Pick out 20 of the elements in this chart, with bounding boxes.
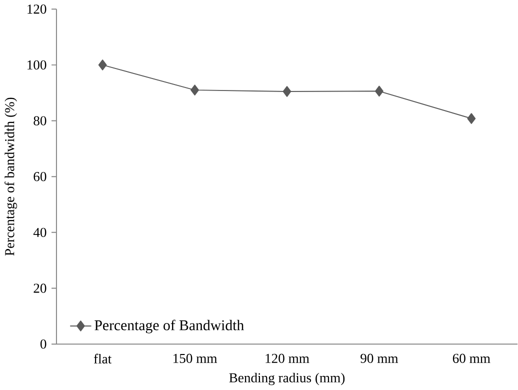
y-tick-label: 100 <box>28 60 46 70</box>
x-tick-label: 60 mm <box>452 354 490 364</box>
x-tick-label: 120 mm <box>266 354 310 364</box>
legend-label: Percentage of Bandwidth <box>94 320 244 334</box>
point <box>98 60 107 71</box>
y-tick-label: 40 <box>33 228 46 238</box>
y-axis-title: Percentage of bandwidth (%) <box>4 98 18 256</box>
point <box>190 84 199 96</box>
y-tick-label: 20 <box>34 284 46 293</box>
y-tick-label: 120 <box>28 4 46 14</box>
y-tick-label: 60 <box>34 172 46 182</box>
x-tick-label: flat <box>94 354 112 364</box>
x-tick-label: 150 mm <box>174 354 218 364</box>
point <box>467 113 476 124</box>
point <box>374 86 384 97</box>
y-tick-label: 80 <box>34 116 46 126</box>
x-tick-label: 90 mm <box>360 354 398 364</box>
x-axis-title: Bending radius (mm) <box>229 372 345 386</box>
y-tick-label: 0 <box>40 340 46 349</box>
point <box>282 86 292 98</box>
